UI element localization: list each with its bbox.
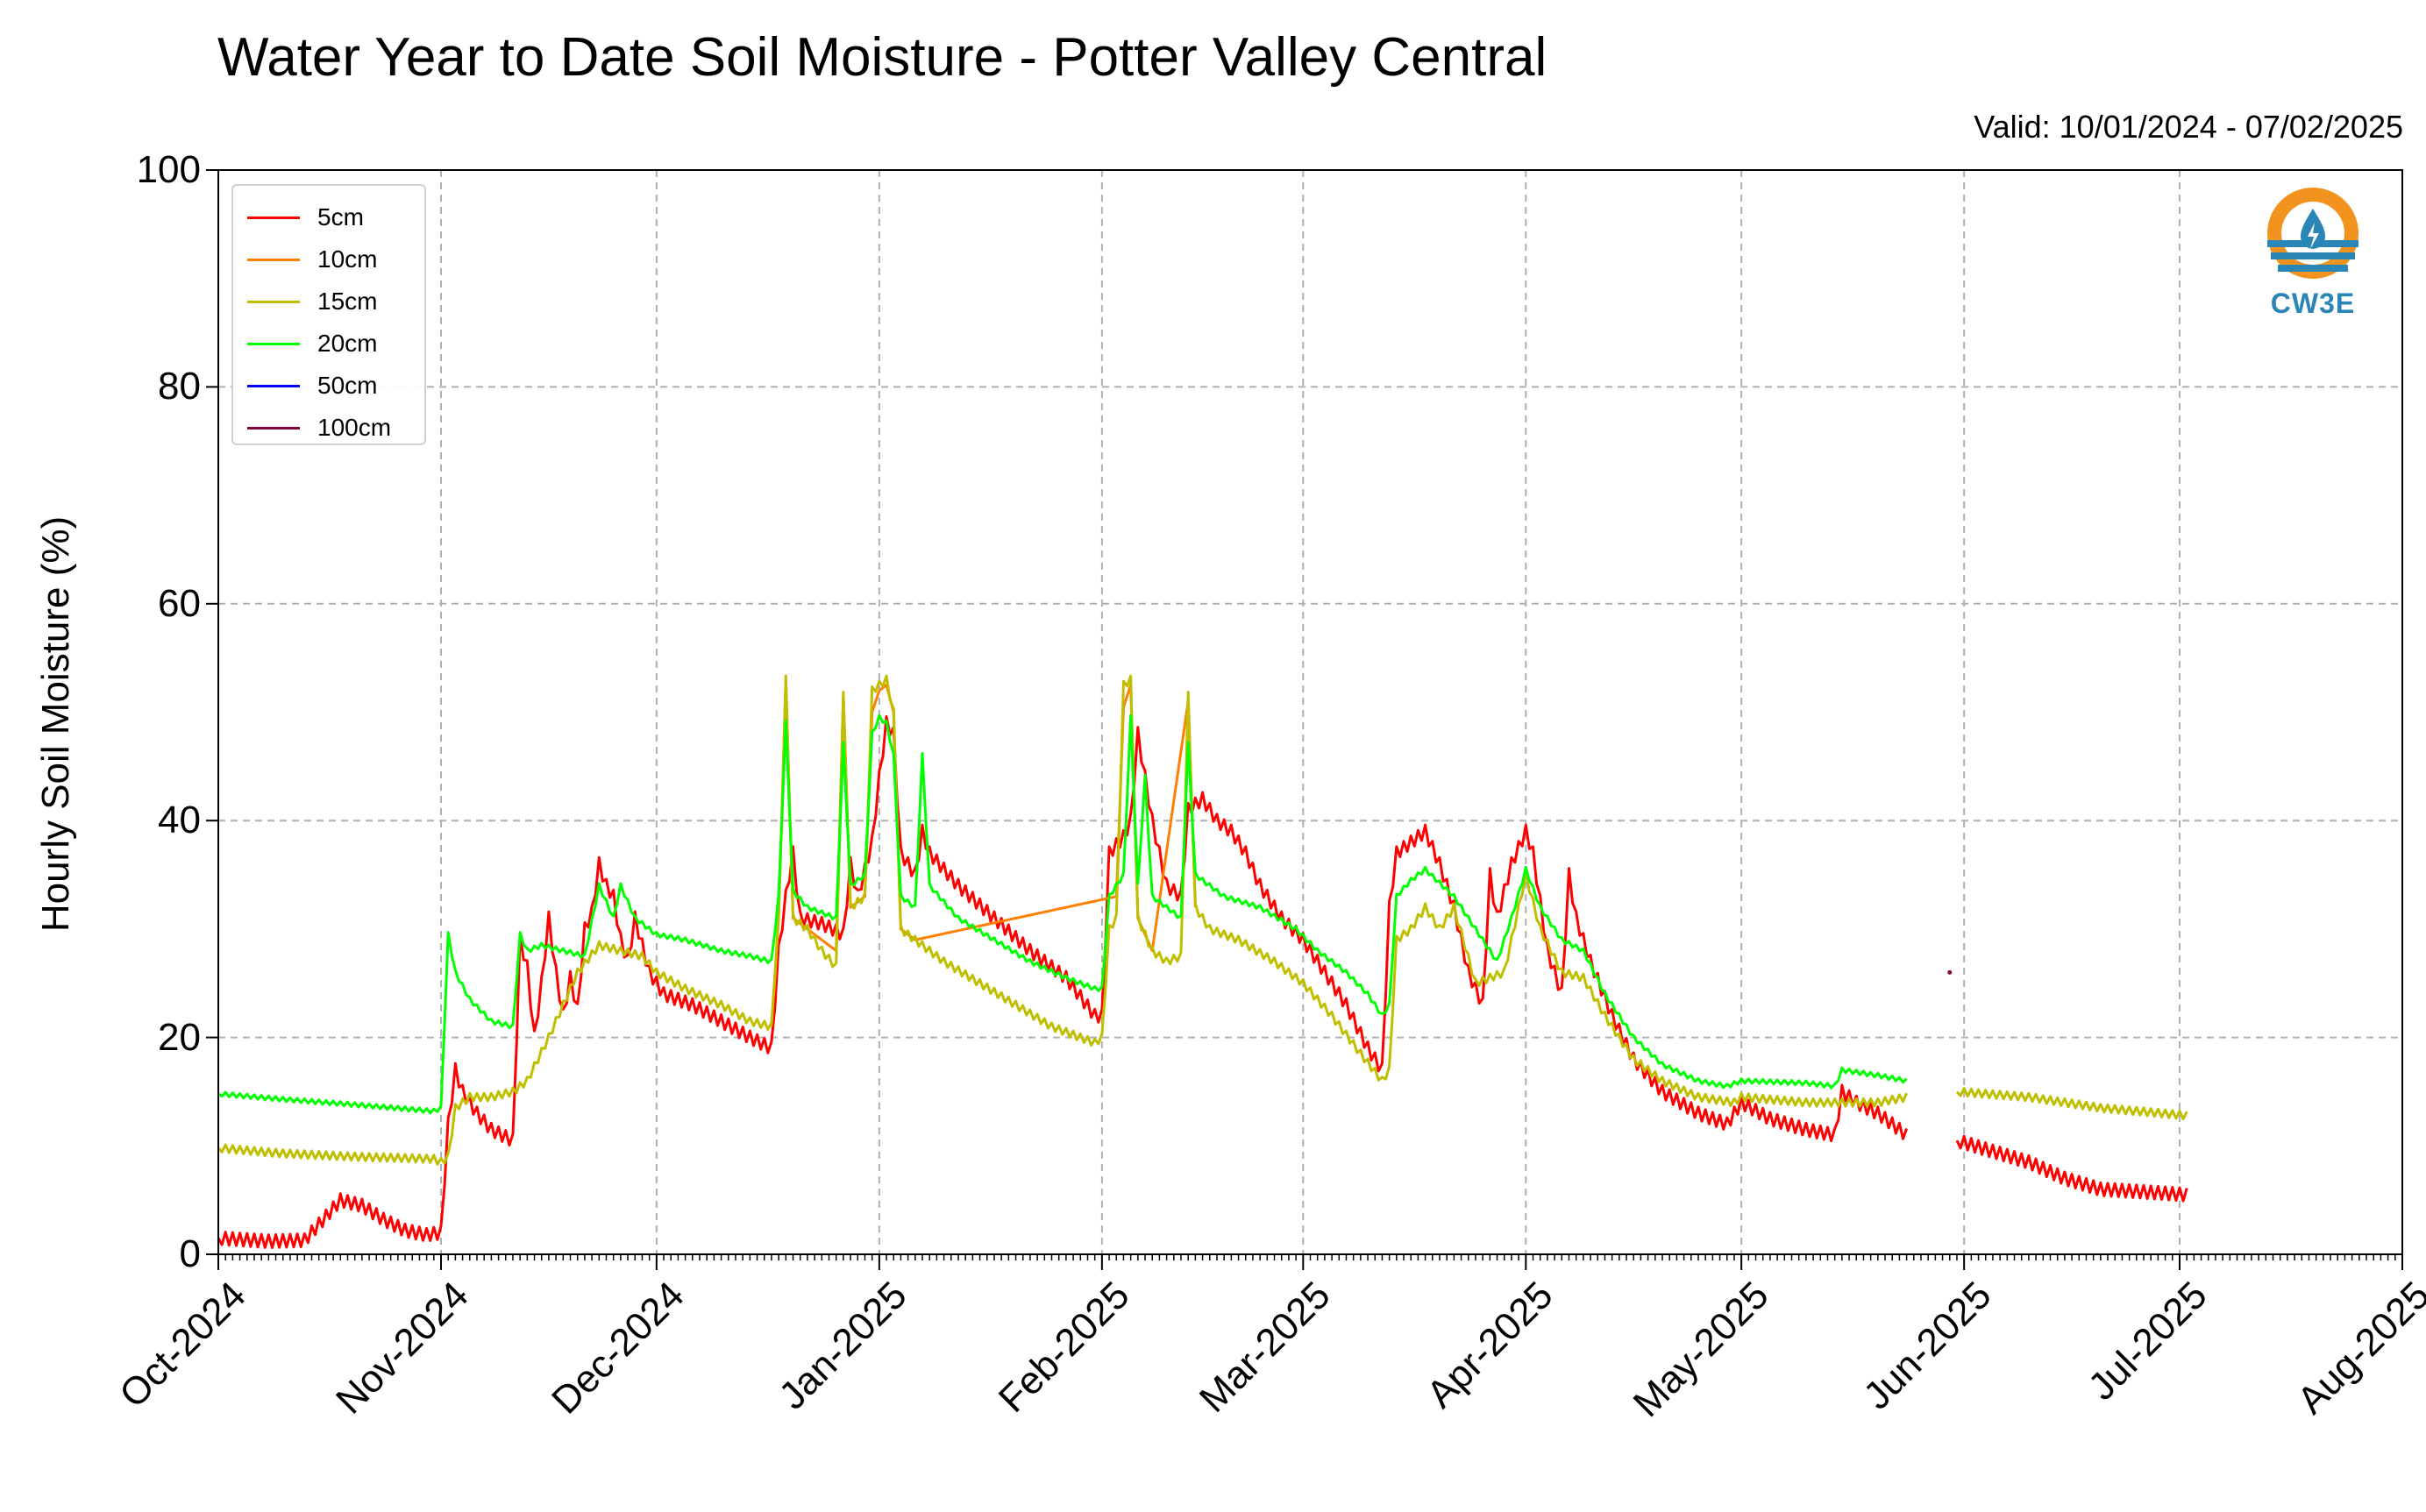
legend-entry-10cm: 10cm: [233, 238, 424, 280]
y-axis-label: Hourly Soil Moisture (%): [34, 515, 77, 933]
cw3e-logo-mark: [2267, 188, 2358, 279]
legend-label: 15cm: [317, 287, 378, 315]
legend-label: 20cm: [317, 330, 378, 357]
cw3e-logo-text: CW3E: [2270, 287, 2356, 319]
legend-swatch: [247, 300, 300, 303]
legend-swatch: [247, 384, 300, 387]
series-line-15cm: [217, 674, 2188, 1166]
y-tick-label: 60: [158, 581, 201, 625]
series-point-100cm: [1947, 969, 1953, 975]
legend-entry-50cm: 50cm: [233, 365, 424, 407]
legend-label: 10cm: [317, 245, 378, 273]
legend-entry-15cm: 15cm: [233, 280, 424, 323]
cw3e-logo: CW3E: [2252, 182, 2374, 323]
legend-swatch: [247, 342, 300, 345]
series-line-20cm: [217, 713, 1908, 1115]
valid-date-range: Valid: 10/01/2024 - 07/02/2025: [1974, 109, 2403, 145]
legend-entry-100cm: 100cm: [233, 407, 424, 449]
y-tick-label: 0: [179, 1232, 201, 1275]
legend-swatch: [247, 258, 300, 261]
y-tick-label: 20: [158, 1015, 201, 1059]
legend-label: 5cm: [317, 203, 364, 231]
legend-swatch: [247, 216, 300, 219]
legend-entry-20cm: 20cm: [233, 323, 424, 365]
series-lines: [217, 674, 2188, 1249]
y-tick-label: 40: [158, 799, 201, 842]
legend: 5cm 10cm 15cm 20cm 50cm 100cm: [231, 184, 426, 445]
y-tick-label: 100: [136, 148, 201, 191]
legend-entry-5cm: 5cm: [233, 196, 424, 238]
legend-swatch: [247, 426, 300, 429]
legend-label: 50cm: [317, 372, 378, 399]
chart-title: Water Year to Date Soil Moisture - Potte…: [217, 27, 1547, 88]
grid-lines: [217, 169, 2403, 1255]
y-tick-label: 80: [158, 365, 201, 408]
plot-frame: [217, 169, 2403, 1255]
axes: [206, 169, 2403, 1270]
series-line-5cm: [217, 714, 2188, 1249]
legend-label: 100cm: [317, 414, 392, 441]
